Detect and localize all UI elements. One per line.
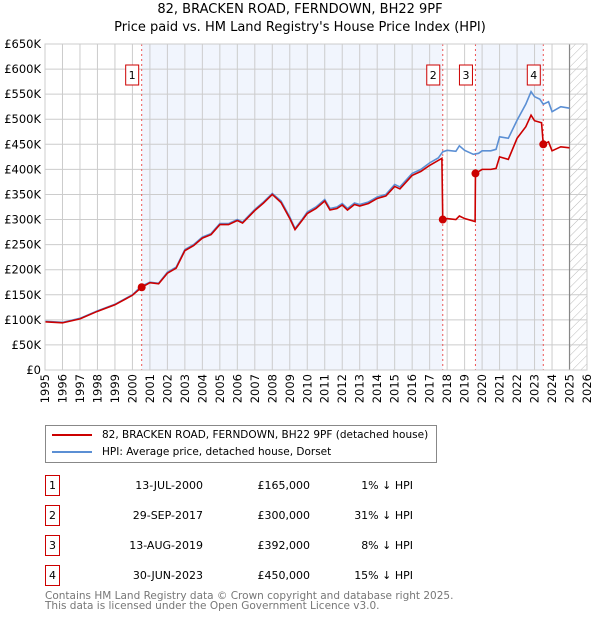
sale-hpi-diff: 31% ↓ HPI xyxy=(354,509,413,522)
sale-point xyxy=(137,283,146,292)
sale-label-box xyxy=(458,64,473,86)
y-tick-label: £150K xyxy=(4,288,41,302)
x-tick-label: 2001 xyxy=(143,374,157,403)
x-tick-label: 2022 xyxy=(510,374,524,403)
y-tick-label: £0 xyxy=(26,363,41,377)
chart-subtitle: Price paid vs. HM Land Registry's House … xyxy=(114,20,486,35)
x-tick-label: 2003 xyxy=(178,374,192,403)
x-tick-label: 2026 xyxy=(580,374,594,403)
x-tick-label: 1996 xyxy=(55,374,69,403)
sale-label-box xyxy=(426,64,441,86)
x-tick-label: 2024 xyxy=(545,374,559,403)
y-tick-label: £300K xyxy=(4,213,41,227)
legend-item-hpi: HPI: Average price, detached house, Dors… xyxy=(52,446,331,458)
sale-period-shading xyxy=(141,44,443,370)
sale-point xyxy=(471,169,480,178)
x-tick-label: 2018 xyxy=(440,374,454,403)
legend-label: HPI: Average price, detached house, Dors… xyxy=(102,446,332,458)
x-tick-label: 2021 xyxy=(493,374,507,403)
sale-row: 3 13-AUG-2019 £392,000 8% ↓ HPI xyxy=(45,535,445,557)
y-tick-label: £200K xyxy=(4,263,41,277)
sale-date: 29-SEP-2017 xyxy=(132,509,203,522)
x-tick-label: 2012 xyxy=(335,374,349,403)
sale-date: 13-JUL-2000 xyxy=(135,479,203,492)
sale-label: 4 xyxy=(530,69,537,82)
sale-price: £300,000 xyxy=(257,509,311,522)
sale-marker-badge: 1 xyxy=(45,475,60,496)
x-tick-label: 2013 xyxy=(353,374,367,403)
x-tick-label: 2000 xyxy=(125,374,139,403)
sale-price: £450,000 xyxy=(257,569,311,582)
sale-point xyxy=(438,215,447,224)
sale-row: 2 29-SEP-2017 £300,000 31% ↓ HPI xyxy=(45,505,445,527)
sale-label-box xyxy=(526,64,541,86)
legend-swatch-red xyxy=(52,434,92,436)
sale-date: 13-AUG-2019 xyxy=(129,539,203,552)
sale-date: 30-JUN-2023 xyxy=(132,569,203,582)
x-tick-label: 2002 xyxy=(160,374,174,403)
price-chart: 1995 1996 1997 1998 1999 2000 2001 2002 2003 2004… xyxy=(4,37,594,403)
y-tick-label: £100K xyxy=(4,313,41,327)
y-tick-label: £650K xyxy=(4,37,41,51)
chart-title: 82, BRACKEN ROAD, FERNDOWN, BH22 9PF xyxy=(157,2,443,17)
y-tick-label: £50K xyxy=(12,338,42,352)
x-tick-label: 2007 xyxy=(248,374,262,403)
sale-price: £392,000 xyxy=(257,539,311,552)
footer-licence: This data is licensed under the Open Gov… xyxy=(45,600,380,612)
sale-hpi-diff: 15% ↓ HPI xyxy=(354,569,413,582)
plot-border xyxy=(44,43,588,371)
x-tick-label: 2014 xyxy=(370,374,384,403)
sale-marker-badge: 4 xyxy=(45,565,60,586)
x-tick-label: 2023 xyxy=(528,374,542,403)
x-tick-label: 2011 xyxy=(318,374,332,403)
sale-period-shading xyxy=(475,44,544,370)
x-tick-label: 1995 xyxy=(38,374,52,403)
x-tick-label: 2010 xyxy=(300,374,314,403)
y-tick-label: £600K xyxy=(4,62,41,76)
sale-label: 2 xyxy=(430,69,437,82)
y-tick-label: £250K xyxy=(4,238,41,252)
sale-price: £165,000 xyxy=(257,479,311,492)
x-tick-label: 2025 xyxy=(563,374,577,403)
x-tick-label: 2009 xyxy=(283,374,297,403)
x-tick-label: 1997 xyxy=(73,374,87,403)
sale-hpi-diff: 1% ↓ HPI xyxy=(361,479,413,492)
x-tick-label: 2020 xyxy=(475,374,489,403)
x-tick-label: 2005 xyxy=(213,374,227,403)
sale-hpi-diff: 8% ↓ HPI xyxy=(361,539,413,552)
y-tick-label: £350K xyxy=(4,187,41,201)
legend-swatch-blue xyxy=(52,451,92,453)
y-tick-label: £500K xyxy=(4,112,41,126)
x-tick-label: 1999 xyxy=(108,374,122,403)
legend-item-property: 82, BRACKEN ROAD, FERNDOWN, BH22 9PF (de… xyxy=(52,429,428,441)
sale-label-box xyxy=(125,64,140,86)
footer-copyright: Contains HM Land Registry data © Crown c… xyxy=(45,590,454,602)
sale-label: 1 xyxy=(129,69,136,82)
sale-label: 3 xyxy=(462,69,469,82)
sale-marker-badge: 3 xyxy=(45,535,60,556)
sale-row: 1 13-JUL-2000 £165,000 1% ↓ HPI xyxy=(45,475,445,497)
y-tick-label: £550K xyxy=(4,87,41,101)
y-tick-label: £450K xyxy=(4,137,41,151)
x-tick-label: 2004 xyxy=(195,374,209,403)
y-tick-label: £400K xyxy=(4,162,41,176)
legend-label: 82, BRACKEN ROAD, FERNDOWN, BH22 9PF (de… xyxy=(102,429,429,441)
x-tick-label: 2015 xyxy=(388,374,402,403)
x-tick-label: 1998 xyxy=(90,374,104,403)
x-tick-label: 2008 xyxy=(265,374,279,403)
property-price-line xyxy=(44,113,570,324)
x-tick-label: 2016 xyxy=(405,374,419,403)
sale-point xyxy=(539,140,548,149)
x-tick-label: 2006 xyxy=(230,374,244,403)
x-tick-label: 2019 xyxy=(458,374,472,403)
sale-marker-badge: 2 xyxy=(45,505,60,526)
legend: 82, BRACKEN ROAD, FERNDOWN, BH22 9PF (de… xyxy=(45,425,437,463)
x-tick-label: 2017 xyxy=(423,374,437,403)
sale-row: 4 30-JUN-2023 £450,000 15% ↓ HPI xyxy=(45,565,445,587)
forecast-hatch xyxy=(569,44,587,370)
